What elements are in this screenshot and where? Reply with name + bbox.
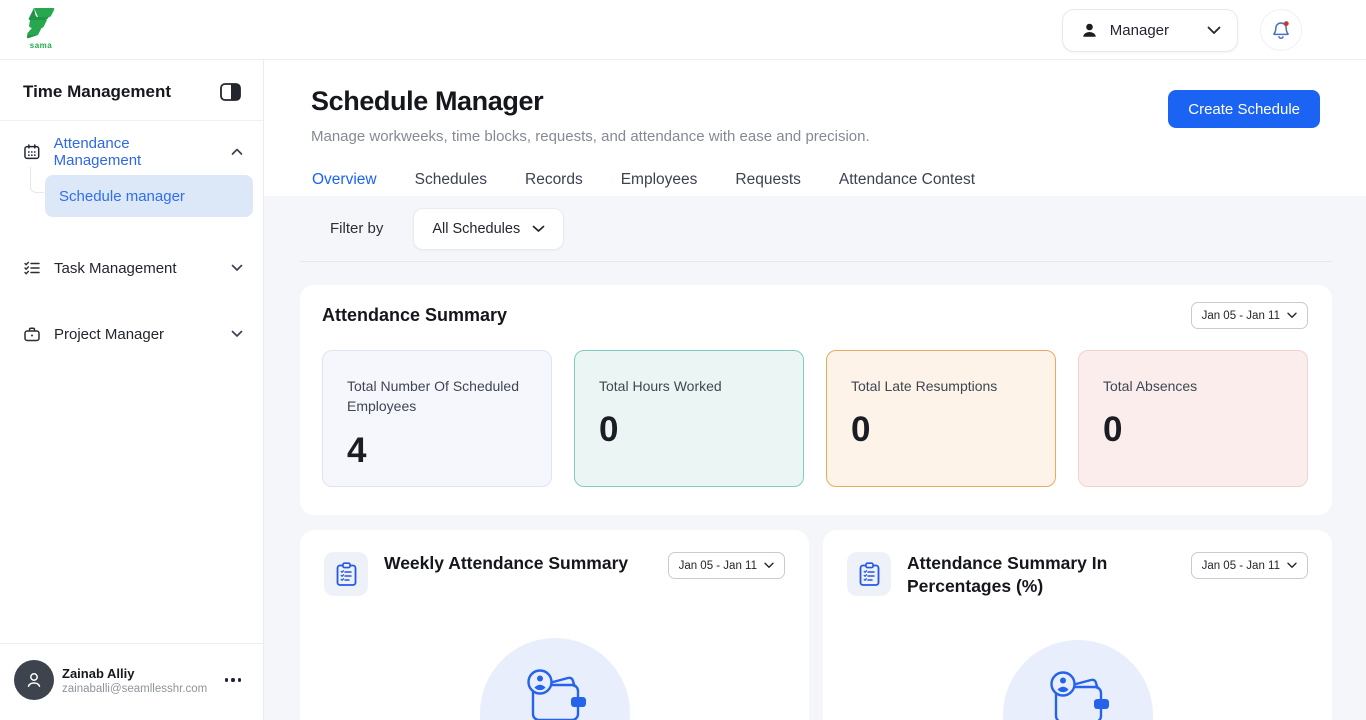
tab-records[interactable]: Records (525, 171, 583, 188)
tab-attendance-contest[interactable]: Attendance Contest (838, 171, 976, 188)
stat-label: Total Hours Worked (599, 378, 722, 394)
sidebar: Time Management Attendance Management (0, 60, 264, 720)
notifications-button[interactable] (1260, 9, 1302, 51)
attendance-percentages-panel: Attendance Summary In Percentages (%) Ja… (823, 530, 1332, 720)
sidebar-item-schedule-manager[interactable]: Schedule manager (45, 175, 253, 217)
chevron-down-icon (1207, 26, 1221, 34)
date-range-value: Jan 05 - Jan 11 (1201, 559, 1280, 572)
person-icon (27, 673, 41, 687)
briefcase-icon (24, 327, 40, 342)
empty-state-illustration (479, 638, 630, 720)
percentages-date-dropdown[interactable]: Jan 05 - Jan 11 (1190, 552, 1308, 579)
stat-card-scheduled-employees: Total Number Of Scheduled Employees 4 (322, 350, 552, 487)
sidebar-item-label: Attendance Management (53, 135, 142, 169)
weekly-summary-date-dropdown[interactable]: Jan 05 - Jan 11 (667, 552, 785, 579)
clipboard-icon (859, 561, 879, 586)
wallet-user-icon (1049, 670, 1109, 720)
checklist-icon (24, 261, 40, 275)
stat-value: 0 (851, 410, 871, 450)
main-area: Schedule Manager Manage workweeks, time … (264, 60, 1366, 720)
filter-label: Filter by (330, 220, 384, 237)
stat-card-late-resumptions: Total Late Resumptions 0 (826, 350, 1056, 487)
stat-value: 0 (1103, 410, 1123, 450)
chevron-down-icon (231, 264, 243, 272)
wallet-user-icon (526, 669, 586, 720)
sidebar-item-task-management[interactable]: Task Management (0, 247, 263, 289)
brand-logo: sama (19, 8, 63, 50)
sama-logo-icon (27, 8, 55, 39)
sidebar-item-label: Project Manager (54, 325, 165, 343)
user-email: zainaballi@seamllesshr.com (62, 682, 208, 695)
chevron-down-icon (231, 330, 243, 338)
chevron-down-icon (764, 562, 774, 568)
sidebar-divider (0, 120, 263, 121)
sidebar-item-attendance-management[interactable]: Attendance Management (0, 131, 263, 173)
date-range-value: Jan 05 - Jan 11 (678, 559, 757, 572)
chevron-down-icon (532, 225, 545, 232)
bottom-panels: Weekly Attendance Summary Jan 05 - Jan 1… (300, 530, 1332, 720)
create-schedule-button[interactable]: Create Schedule (1168, 90, 1320, 128)
stat-label: Total Late Resumptions (851, 378, 998, 394)
calendar-icon (24, 144, 40, 160)
stat-card-hours-worked: Total Hours Worked 0 (574, 350, 804, 487)
sidebar-nav: Attendance Management Schedule manager T… (0, 121, 263, 355)
tab-employees[interactable]: Employees (620, 171, 698, 188)
page-subtitle: Manage workweeks, time blocks, requests,… (311, 128, 870, 145)
stat-label: Total Number Of Scheduled Employees (347, 378, 519, 415)
panel-title: Attendance Summary In Percentages (%) (907, 553, 1108, 596)
attendance-summary-card: Attendance Summary Jan 05 - Jan 11 Total… (300, 285, 1332, 515)
filter-selected-value: All Schedules (432, 220, 521, 237)
filter-row: Filter by All Schedules (300, 196, 1332, 262)
sidebar-item-project-manager[interactable]: Project Manager (0, 313, 263, 355)
tab-requests[interactable]: Requests (735, 171, 801, 188)
clipboard-icon (336, 561, 356, 586)
weekly-attendance-summary-panel: Weekly Attendance Summary Jan 05 - Jan 1… (300, 530, 809, 720)
attendance-summary-title: Attendance Summary (322, 305, 508, 325)
user-name: Zainab Alliy (62, 665, 135, 681)
chevron-up-icon (231, 148, 243, 156)
panel-icon-box (847, 552, 891, 596)
page-title: Schedule Manager (311, 86, 544, 116)
chevron-down-icon (1287, 312, 1297, 318)
stat-card-absences: Total Absences 0 (1078, 350, 1308, 487)
topbar: sama Manager (0, 0, 1366, 60)
role-selector[interactable]: Manager (1061, 9, 1238, 52)
avatar (14, 660, 54, 700)
content-area: Filter by All Schedules Attendance Summa… (264, 196, 1366, 720)
panel-title: Weekly Attendance Summary (384, 553, 629, 573)
sidebar-toggle-icon (220, 83, 241, 101)
user-icon (1083, 23, 1096, 37)
stat-label: Total Absences (1103, 378, 1198, 394)
empty-state-illustration (1002, 639, 1153, 720)
brand-wordmark: sama (29, 41, 53, 50)
chevron-down-icon (1287, 562, 1297, 568)
summary-date-range-dropdown[interactable]: Jan 05 - Jan 11 (1190, 302, 1308, 329)
schedule-filter-dropdown[interactable]: All Schedules (413, 207, 565, 250)
date-range-value: Jan 05 - Jan 11 (1201, 309, 1280, 322)
user-profile: Zainab Alliy zainaballi@seamllesshr.com (0, 643, 263, 720)
sidebar-item-label: Task Management (54, 259, 177, 277)
sidebar-subtree: Schedule manager (0, 167, 263, 223)
stat-value: 0 (599, 410, 619, 450)
role-label: Manager (1109, 22, 1169, 39)
sidebar-title: Time Management (23, 82, 172, 101)
panel-icon-box (324, 552, 368, 596)
sidebar-subitem-label: Schedule manager (59, 187, 185, 205)
bell-icon (1273, 20, 1289, 39)
tree-guide-line (30, 167, 44, 193)
user-menu-button[interactable] (223, 672, 244, 688)
sidebar-collapse-button[interactable] (220, 83, 241, 101)
stat-value: 4 (347, 430, 367, 470)
stats-grid: Total Number Of Scheduled Employees 4 To… (322, 350, 1308, 487)
tab-schedules[interactable]: Schedules (414, 171, 487, 188)
